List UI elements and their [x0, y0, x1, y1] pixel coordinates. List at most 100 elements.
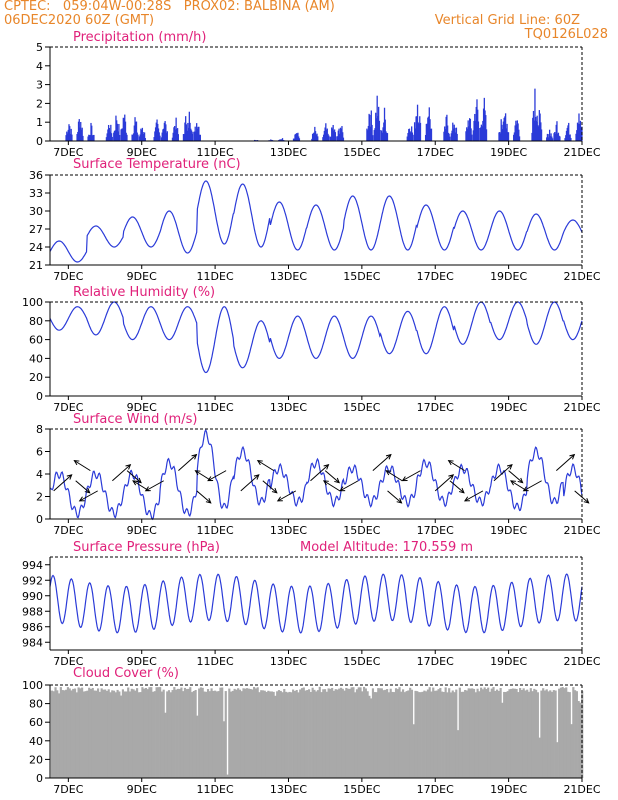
x-tick-label: 11DEC	[197, 146, 234, 159]
precip-bar	[518, 136, 521, 141]
cloud-bar	[389, 688, 392, 778]
precip-bar	[532, 117, 534, 141]
cloud-bar	[178, 688, 181, 778]
precip-bar	[77, 121, 80, 141]
y-tick-label: 0	[36, 513, 43, 526]
wind-arrow-head	[583, 498, 590, 504]
precip-bar	[372, 135, 374, 141]
cloud-bar	[572, 687, 575, 778]
wind-arrow	[385, 470, 403, 482]
precip-bar	[371, 124, 373, 141]
precip-bar	[270, 139, 273, 141]
precip-bar	[296, 133, 298, 141]
precip-bar	[69, 126, 71, 141]
cloud-bar	[433, 690, 437, 778]
wind-arrow-head	[323, 464, 330, 470]
wind-arrow	[75, 480, 91, 494]
cloud-bar	[217, 691, 220, 778]
x-tick-label: 13DEC	[270, 401, 307, 414]
precip-bar	[471, 134, 473, 141]
precip-bar	[408, 128, 411, 141]
cloud-bar	[556, 742, 559, 778]
precip-bar	[177, 134, 179, 141]
cloud-bar	[95, 690, 98, 778]
precip-bar	[338, 128, 340, 141]
precip-bar	[499, 133, 502, 141]
panel-annotation: Model Altitude: 170.559 m	[300, 540, 473, 555]
precip-bar	[194, 126, 196, 141]
precip-bar	[295, 133, 298, 141]
x-tick-label: 13DEC	[270, 524, 307, 537]
precip-bar	[418, 123, 420, 141]
y-tick-label: 2	[36, 97, 43, 110]
precip-bar	[507, 132, 509, 141]
x-tick-label: 15DEC	[343, 270, 380, 283]
precip-bar	[271, 139, 273, 141]
precip-bar	[444, 126, 446, 141]
wind-arrow-head	[385, 453, 392, 460]
cloud-bar	[155, 687, 158, 778]
precip-bar	[554, 131, 556, 141]
wind-arrow	[79, 490, 98, 502]
header-grid-note: Vertical Grid Line: 60Z	[434, 13, 580, 28]
precip-bar	[414, 128, 416, 141]
cloud-bar	[403, 692, 406, 778]
precip-bar	[567, 125, 569, 141]
precip-bar	[107, 129, 109, 141]
precip-bar	[187, 122, 189, 141]
cloud-bar	[568, 692, 571, 778]
cloud-bar	[527, 691, 531, 778]
cloud-bar	[68, 688, 71, 778]
wind-arrow-head	[385, 470, 392, 476]
precip-bar	[335, 136, 337, 141]
cloud-bar	[437, 689, 440, 778]
cloud-bar	[302, 687, 305, 778]
precip-bar	[566, 127, 568, 141]
cloud-bar	[308, 689, 311, 778]
cloud-bar	[61, 690, 64, 778]
cloud-bar	[279, 690, 282, 778]
precip-bar	[171, 137, 174, 141]
precip-bar	[555, 124, 557, 141]
precip-bar	[366, 128, 368, 141]
cloud-bar	[467, 688, 470, 778]
y-tick-label: 2	[36, 491, 43, 504]
wind-arrow-head	[205, 498, 212, 504]
cloud-bar	[494, 690, 497, 778]
precip-bar	[565, 130, 568, 141]
cloud-bar	[272, 691, 275, 778]
x-tick-label: 17DEC	[417, 783, 454, 796]
cloud-bar	[127, 687, 130, 778]
precip-bar	[447, 132, 450, 141]
cloud-bar	[86, 690, 89, 778]
cloud-bar	[148, 687, 151, 778]
precip-bar	[80, 129, 83, 141]
precip-bar	[126, 134, 128, 141]
precip-bar	[577, 123, 579, 141]
cloud-bar	[478, 691, 481, 778]
precip-bar	[196, 128, 199, 141]
precip-bar	[454, 127, 456, 141]
cloud-bar	[444, 687, 447, 778]
cloud-bar	[566, 691, 570, 778]
cloud-bar	[315, 691, 318, 778]
panel-1: Precipitation (mm/h) 0 1 2 3 4 5 7DEC 9DEC 11DEC 1…	[36, 30, 601, 159]
panel-title: Surface Temperature (nC)	[73, 157, 241, 172]
precip-bar	[386, 133, 389, 141]
precip-bar	[144, 137, 146, 141]
precip-bar	[107, 124, 110, 141]
x-tick-label: 7DEC	[53, 146, 83, 159]
precip-bar	[576, 122, 579, 141]
cloud-bar	[430, 691, 433, 778]
wind-arrow	[262, 480, 278, 494]
wind-arrow	[508, 470, 523, 484]
precip-bar	[317, 136, 319, 141]
precip-bar	[537, 126, 540, 141]
precip-bar	[427, 117, 429, 141]
wind-arrow-head	[322, 480, 329, 486]
cloud-bar	[245, 688, 249, 778]
x-tick-label: 15DEC	[343, 655, 380, 668]
precip-bar	[558, 135, 560, 141]
cloud-bar	[362, 686, 366, 778]
cloud-bar	[175, 689, 178, 778]
